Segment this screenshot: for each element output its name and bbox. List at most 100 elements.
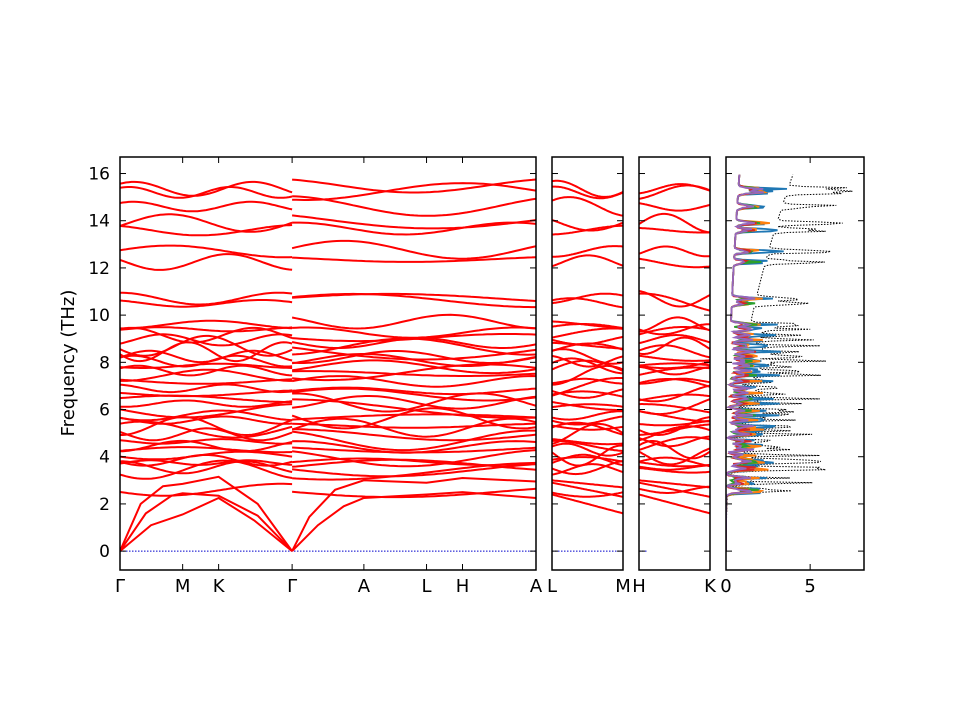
optical-branch xyxy=(292,428,536,442)
k-point-label: H xyxy=(632,576,646,597)
optical-branch xyxy=(639,183,710,195)
optical-branch xyxy=(552,292,623,305)
optical-branch xyxy=(552,439,623,452)
acoustic-branch xyxy=(639,481,710,498)
k-point-label: K xyxy=(704,576,717,597)
optical-branch xyxy=(120,450,293,461)
optical-branch xyxy=(552,377,623,385)
y-tick-label: 12 xyxy=(88,259,110,279)
optical-branch xyxy=(639,398,710,416)
dos-panel-frame xyxy=(725,156,865,571)
optical-branch xyxy=(639,354,710,362)
optical-branch xyxy=(639,403,710,414)
optical-branch xyxy=(120,180,293,197)
optical-branch xyxy=(292,326,536,339)
optical-branch xyxy=(291,395,536,410)
band-panel-main-frame xyxy=(119,156,537,571)
optical-branch xyxy=(639,360,710,370)
optical-branch xyxy=(120,368,293,382)
y-tick-label: 14 xyxy=(88,212,110,232)
optical-branch xyxy=(120,291,293,306)
optical-branch xyxy=(639,336,710,355)
optical-branch xyxy=(120,415,293,425)
optical-branch xyxy=(292,387,536,402)
optical-branch xyxy=(639,290,710,308)
y-tick-label: 0 xyxy=(99,542,110,562)
acoustic-branch xyxy=(120,496,293,552)
optical-branch xyxy=(639,212,710,234)
optical-branch xyxy=(292,350,536,364)
optical-branch xyxy=(552,348,623,365)
acoustic-branch xyxy=(291,491,536,552)
acoustic-branch xyxy=(120,475,293,552)
optical-branch xyxy=(552,388,623,399)
optical-branch xyxy=(552,442,623,457)
optical-branch xyxy=(552,297,623,309)
optical-branch xyxy=(291,449,536,468)
optical-branch xyxy=(120,378,293,385)
optical-branch xyxy=(552,179,623,198)
optical-branch xyxy=(120,200,293,213)
optical-branch xyxy=(552,422,623,445)
optical-branch xyxy=(639,365,710,376)
optical-branch xyxy=(120,213,293,233)
optical-branch xyxy=(639,384,710,403)
optical-branch xyxy=(292,440,536,454)
optical-branch xyxy=(292,178,536,194)
k-point-label: M xyxy=(615,576,631,597)
optical-branch xyxy=(639,326,710,336)
optical-branch xyxy=(120,334,293,357)
optical-branch xyxy=(552,453,623,467)
y-tick-label: 2 xyxy=(99,495,110,515)
optical-branch xyxy=(292,487,536,499)
optical-branch xyxy=(639,227,710,234)
k-point-label: L xyxy=(547,576,557,597)
optical-branch xyxy=(292,221,536,236)
dos-x-tick-label: 0 xyxy=(720,576,731,597)
optical-branch xyxy=(552,245,623,258)
optical-branch xyxy=(291,429,536,452)
optical-branch xyxy=(639,440,710,460)
y-tick-label: 10 xyxy=(88,306,110,326)
band-panel-l-m xyxy=(552,179,623,552)
optical-branch xyxy=(552,196,623,217)
optical-branch xyxy=(292,413,536,421)
y-tick-label: 8 xyxy=(99,353,110,373)
k-point-label: M xyxy=(175,576,191,597)
dos-series-line xyxy=(726,174,764,552)
optical-branch xyxy=(292,457,536,467)
optical-branch xyxy=(552,254,623,268)
acoustic-branch xyxy=(639,479,710,489)
optical-branch xyxy=(639,485,710,494)
optical-branch xyxy=(639,435,710,448)
optical-branch xyxy=(120,244,293,259)
band-panel-h-k-frame xyxy=(638,156,711,571)
optical-branch xyxy=(639,377,710,385)
dos-panel xyxy=(726,174,853,552)
optical-branch xyxy=(552,320,623,329)
optical-branch xyxy=(292,446,536,454)
optical-branch xyxy=(120,482,293,497)
band-panel-l-m-frame xyxy=(551,156,624,571)
y-tick-label: 6 xyxy=(99,401,110,421)
dos-series-line xyxy=(726,174,853,552)
optical-branch xyxy=(552,403,623,409)
optical-branch xyxy=(292,292,536,302)
optical-branch xyxy=(639,344,710,359)
optical-branch xyxy=(552,415,623,426)
optical-branch xyxy=(120,399,293,408)
band-panel-h-k xyxy=(639,183,710,552)
optical-branch xyxy=(292,195,536,217)
optical-branch xyxy=(552,355,623,368)
band-panel-main xyxy=(120,178,536,552)
optical-branch xyxy=(552,491,623,498)
optical-branch xyxy=(639,447,710,466)
optical-branch xyxy=(120,409,293,422)
optical-branch xyxy=(120,341,293,363)
acoustic-branch xyxy=(291,476,536,552)
k-point-label: L xyxy=(422,576,432,597)
optical-branch xyxy=(639,436,710,451)
optical-branch xyxy=(120,224,293,237)
optical-branch xyxy=(120,253,293,271)
